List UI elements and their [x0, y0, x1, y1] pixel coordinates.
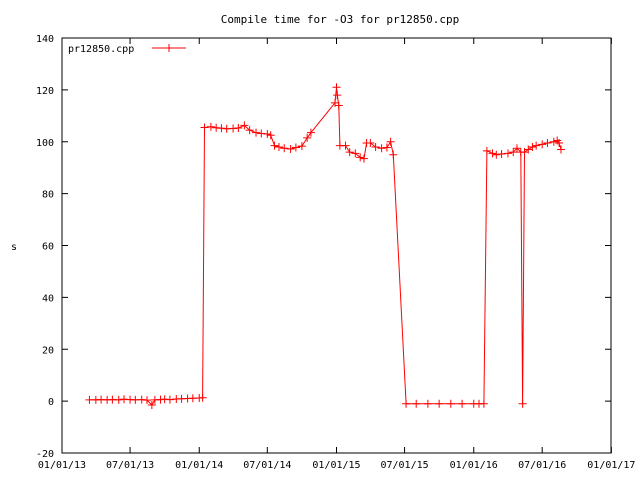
data-point: [303, 133, 312, 142]
data-point: [503, 149, 512, 158]
data-point: [345, 148, 354, 157]
data-point: [229, 124, 238, 133]
y-tick-label: -20: [36, 449, 54, 460]
data-point: [423, 399, 432, 408]
data-point: [458, 399, 467, 408]
data-point: [488, 149, 497, 158]
data-point: [509, 148, 518, 157]
data-point: [137, 395, 146, 404]
data-point: [382, 143, 391, 152]
data-point: [286, 145, 295, 154]
data-point: [555, 139, 564, 148]
legend: pr12850.cpp: [68, 44, 186, 55]
data-point: [356, 153, 365, 162]
data-point: [512, 144, 521, 153]
data-point: [402, 399, 411, 408]
data-point: [389, 150, 398, 159]
y-tick-label: 0: [48, 397, 54, 408]
data-point: [212, 123, 221, 132]
data-point: [479, 399, 488, 408]
y-tick-label: 140: [36, 34, 54, 45]
x-tick-label: 07/01/14: [243, 460, 291, 471]
y-tick-label: 80: [42, 190, 54, 201]
data-point: [280, 144, 289, 153]
x-tick-label: 01/01/15: [312, 460, 360, 471]
x-tick-label: 01/01/13: [38, 460, 86, 471]
data-point: [270, 141, 279, 150]
data-point: [334, 101, 343, 110]
data-point: [240, 121, 249, 130]
data-point: [538, 140, 547, 149]
data-point: [482, 146, 491, 155]
data-point: [386, 137, 395, 146]
data-point: [435, 399, 444, 408]
data-point: [366, 139, 375, 148]
data-point: [446, 399, 455, 408]
data-point: [206, 122, 215, 131]
data-point: [200, 123, 209, 132]
x-tick-label: 07/01/15: [380, 460, 428, 471]
data-point: [518, 399, 527, 408]
x-tick-label: 01/01/16: [450, 460, 498, 471]
y-tick-label: 120: [36, 86, 54, 97]
x-tick-label: 07/01/13: [106, 460, 154, 471]
plot-frame: [61, 37, 612, 454]
y-tick-label: 100: [36, 138, 54, 149]
data-point: [198, 393, 207, 402]
data-point: [252, 128, 261, 137]
chart-title: Compile time for -O3 for pr12850.cpp: [221, 13, 459, 26]
data-point: [306, 128, 315, 137]
data-point: [217, 124, 226, 133]
data-point: [291, 143, 300, 152]
data-point: [332, 83, 341, 92]
data-point: [351, 149, 360, 158]
data-point: [497, 149, 506, 158]
data-point: [359, 154, 368, 163]
data-point: [245, 126, 254, 135]
data-point: [142, 396, 151, 405]
data-point: [371, 142, 380, 151]
data-point: [114, 395, 123, 404]
data-point: [532, 141, 541, 150]
data-point: [549, 137, 558, 146]
data-point: [266, 131, 275, 140]
data-point: [147, 401, 156, 410]
x-tick-label: 01/01/14: [175, 460, 223, 471]
y-tick-label: 60: [42, 242, 54, 253]
data-point: [274, 142, 283, 151]
data-point: [556, 145, 565, 154]
data-point: [524, 145, 533, 154]
legend-marker-symbol: [165, 44, 173, 52]
x-tick-label: 07/01/16: [518, 460, 566, 471]
series-layer: [85, 83, 565, 410]
data-point: [297, 142, 306, 151]
y-axis-label: s: [11, 242, 17, 253]
data-point: [333, 91, 342, 100]
y-tick-label: 40: [42, 293, 54, 304]
y-tick-label: 20: [42, 345, 54, 356]
legend-marker: [165, 44, 173, 52]
data-point: [528, 142, 537, 151]
data-point: [412, 399, 421, 408]
legend-label: pr12850.cpp: [68, 44, 134, 55]
data-point: [263, 129, 272, 138]
data-point: [165, 395, 174, 404]
data-point: [234, 124, 243, 133]
data-point: [543, 139, 552, 148]
x-tick-label: 01/01/17: [587, 460, 635, 471]
data-point: [377, 144, 386, 153]
data-point: [492, 150, 501, 159]
data-point: [341, 141, 350, 150]
data-point: [257, 129, 266, 138]
y-axis-ticks: -20 0 20 40 60 80 100 120 140: [36, 34, 611, 460]
